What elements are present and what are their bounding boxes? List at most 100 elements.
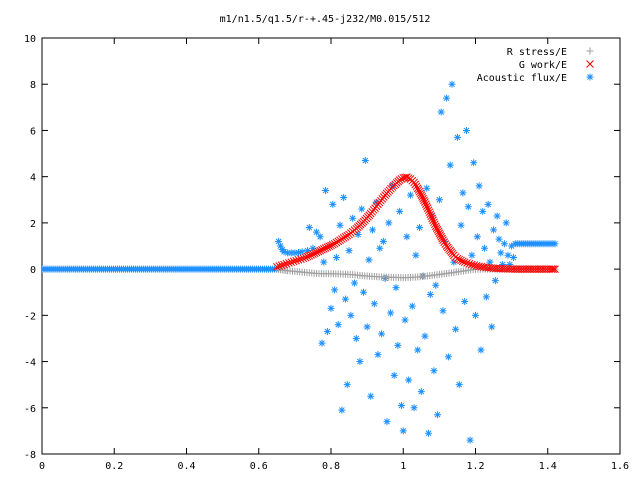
data-point <box>379 237 387 245</box>
y-tick-label: -8 <box>24 450 36 461</box>
data-point <box>350 279 358 287</box>
data-point <box>343 381 351 389</box>
data-point <box>528 265 536 273</box>
data-point <box>404 174 413 182</box>
data-point <box>408 302 416 310</box>
data-point <box>472 261 481 270</box>
data-point <box>369 226 377 234</box>
data-point <box>432 281 440 289</box>
data-point <box>374 351 382 359</box>
data-point <box>319 245 328 253</box>
data-point <box>459 189 467 197</box>
data-point <box>397 401 405 409</box>
data-point <box>479 207 487 215</box>
data-point <box>372 202 381 211</box>
data-point <box>328 240 337 249</box>
data-point <box>412 251 420 259</box>
data-point <box>313 228 321 236</box>
data-point <box>484 200 492 208</box>
data-point <box>345 247 353 255</box>
data-point <box>477 346 485 354</box>
data-point <box>356 358 364 366</box>
data-point <box>506 260 514 268</box>
legend-label: G work/E <box>519 60 567 71</box>
y-tick-label: 10 <box>24 34 36 45</box>
data-point <box>327 241 335 250</box>
data-point <box>497 249 505 257</box>
data-point <box>277 261 286 270</box>
data-point <box>320 258 328 266</box>
data-point <box>363 323 371 331</box>
data-point <box>425 208 434 217</box>
data-point <box>287 258 296 267</box>
data-point <box>427 212 436 221</box>
y-tick-label: 2 <box>30 219 36 230</box>
data-point <box>464 203 472 211</box>
data-point <box>411 180 420 189</box>
data-point <box>329 200 337 208</box>
data-point <box>294 248 302 256</box>
data-point <box>468 260 476 269</box>
y-tick-label: -2 <box>24 311 36 322</box>
data-point <box>470 261 479 269</box>
data-point <box>282 259 291 268</box>
data-point <box>275 262 284 270</box>
data-point <box>477 262 486 271</box>
data-point <box>462 126 470 134</box>
data-point <box>292 256 300 265</box>
data-point <box>331 286 339 294</box>
data-point <box>443 94 451 102</box>
data-point <box>406 191 414 199</box>
data-point <box>441 240 450 248</box>
data-point <box>500 240 508 248</box>
x-tick-label: 1.4 <box>539 461 557 472</box>
data-point <box>388 182 396 190</box>
data-point <box>453 133 461 141</box>
legend-marker <box>586 60 594 68</box>
data-point <box>439 307 447 315</box>
data-point <box>475 182 483 190</box>
data-point <box>336 221 344 229</box>
plot-marks <box>42 80 559 444</box>
data-point <box>465 259 474 268</box>
data-point <box>426 272 434 280</box>
data-point <box>410 404 418 412</box>
data-point <box>309 244 317 252</box>
data-point <box>419 273 427 281</box>
data-point <box>499 260 507 268</box>
data-point <box>294 256 303 264</box>
data-point <box>378 330 386 338</box>
data-point <box>360 288 368 296</box>
data-point <box>440 238 449 247</box>
data-point <box>297 255 305 263</box>
data-point <box>352 334 360 342</box>
data-point <box>434 411 442 419</box>
data-point <box>425 429 433 437</box>
data-point <box>493 212 501 220</box>
x-tick-label: 0.8 <box>322 461 340 472</box>
data-point <box>334 321 342 329</box>
data-point <box>435 196 443 204</box>
data-point <box>291 249 299 257</box>
legend-label: Acoustic flux/E <box>477 73 567 84</box>
data-point <box>457 256 465 265</box>
data-point <box>430 367 438 375</box>
series-1 <box>272 173 559 273</box>
data-point <box>403 173 411 181</box>
data-point <box>499 264 508 273</box>
data-point <box>336 236 344 245</box>
data-point <box>446 161 454 169</box>
series-2 <box>42 80 559 444</box>
data-point <box>506 265 515 273</box>
axes: 0 0.2 0.4 0.6 0.8 1 1.2 1.4 1.6 -8 -6 -4 -2 0 2 4 6 8 10 <box>24 34 629 472</box>
data-point <box>394 341 402 349</box>
x-tick-label: 0.4 <box>177 461 195 472</box>
data-point <box>504 251 512 259</box>
data-point <box>354 230 362 238</box>
y-tick-label: 4 <box>30 173 36 184</box>
data-point <box>457 221 465 229</box>
data-point <box>405 376 413 384</box>
data-point <box>491 277 499 285</box>
data-point <box>416 224 424 232</box>
data-point <box>444 353 452 361</box>
